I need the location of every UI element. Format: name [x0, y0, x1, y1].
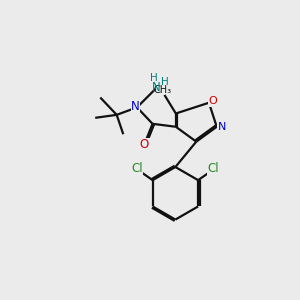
Text: N: N [218, 122, 226, 132]
Text: H: H [161, 77, 169, 87]
Text: N: N [152, 81, 161, 94]
Text: CH₃: CH₃ [154, 85, 172, 94]
Text: Cl: Cl [208, 162, 220, 175]
Text: N: N [131, 100, 140, 113]
Text: O: O [140, 138, 149, 151]
Text: Cl: Cl [131, 162, 143, 175]
Text: H: H [150, 73, 158, 82]
Text: O: O [208, 96, 217, 106]
